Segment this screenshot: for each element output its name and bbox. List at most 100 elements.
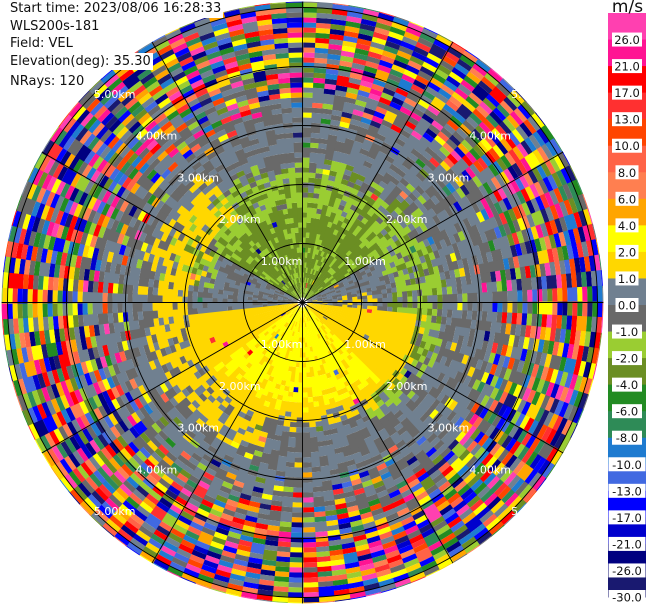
range-gate [567,181,579,200]
range-gate [301,7,319,13]
range-gate [383,45,401,56]
range-gate [339,121,352,129]
range-gate [489,204,500,218]
range-gate [446,75,462,89]
range-gate [315,37,332,45]
range-gate [453,201,464,214]
range-gate [517,104,533,121]
range-gate [512,206,523,221]
range-gate [301,1,320,3]
range-gate [317,272,322,278]
range-gate [564,165,577,184]
range-gate [516,217,527,233]
range-gate [367,51,384,61]
range-gate [445,99,461,113]
range-gate [531,112,546,130]
range-gate [362,112,375,121]
range-gate [424,146,437,159]
range-gate [345,208,356,221]
range-gate [443,236,453,248]
range-gate [506,114,521,131]
range-gate [343,169,354,177]
range-gate [482,118,497,133]
range-gate [454,87,470,102]
range-gate [416,263,424,272]
range-gate [314,42,331,49]
range-gate [539,222,550,239]
range-gate [457,83,474,98]
range-gate [312,87,326,104]
range-gate [439,160,452,173]
range-gate [382,254,399,267]
range-gate [390,123,404,134]
range-gate [368,46,386,56]
range-gate [486,179,498,194]
range-gate [399,128,413,140]
range-gate [544,191,555,209]
range-gate [471,201,482,215]
range-gate [302,217,308,228]
range-gate [459,54,477,69]
range-gate [310,132,321,139]
range-gate [384,82,399,93]
range-gate [503,96,519,113]
range-gate [314,57,329,64]
range-gate [452,232,462,244]
range-gate [336,75,352,88]
range-gate [451,67,468,81]
range-gate [400,40,418,52]
colorbar-tick-label: 8.0 [618,166,636,180]
range-gate [330,270,337,276]
range-gate [312,102,325,109]
range-gate [301,82,315,88]
range-gate [426,81,443,94]
range-gate [402,201,420,218]
range-gate [496,141,510,157]
range-gate [330,23,348,32]
range-gate [542,176,555,194]
range-gate [352,57,369,67]
range-gate [307,296,317,301]
range-gate [304,257,308,263]
range-gate [320,251,326,257]
range-gate [338,281,344,287]
range-gate [359,220,381,243]
range-gate [348,77,363,86]
range-gate [302,182,310,188]
range-gate [551,172,564,190]
range-gate [446,153,460,166]
range-gate [503,210,513,225]
range-gate [342,275,358,285]
range-gate [475,59,493,74]
range-gate [372,172,385,186]
range-gate [457,230,467,243]
range-gate [568,197,579,216]
range-gate [346,140,364,168]
range-gate [330,212,380,270]
range-gate [313,282,326,294]
range-gate [305,282,308,289]
range-gate [516,230,525,246]
range-gate [303,267,307,283]
range-gate [554,203,565,220]
range-gate [380,92,395,102]
range-gate [498,121,513,137]
range-gate [326,185,334,192]
range-gate [310,268,314,275]
range-gate [544,159,557,177]
range-gate [461,154,474,168]
range-gate [436,63,454,77]
range-gate [503,168,516,184]
range-gate [309,152,319,164]
range-gate [424,85,440,98]
range-gate [493,226,503,240]
range-gate [472,63,489,78]
range-gate [465,151,478,165]
range-gate [311,233,321,260]
range-gate [350,245,369,262]
range-gate [521,100,537,118]
range-gate [307,299,313,302]
range-gate [307,258,315,279]
range-gate [325,73,340,81]
